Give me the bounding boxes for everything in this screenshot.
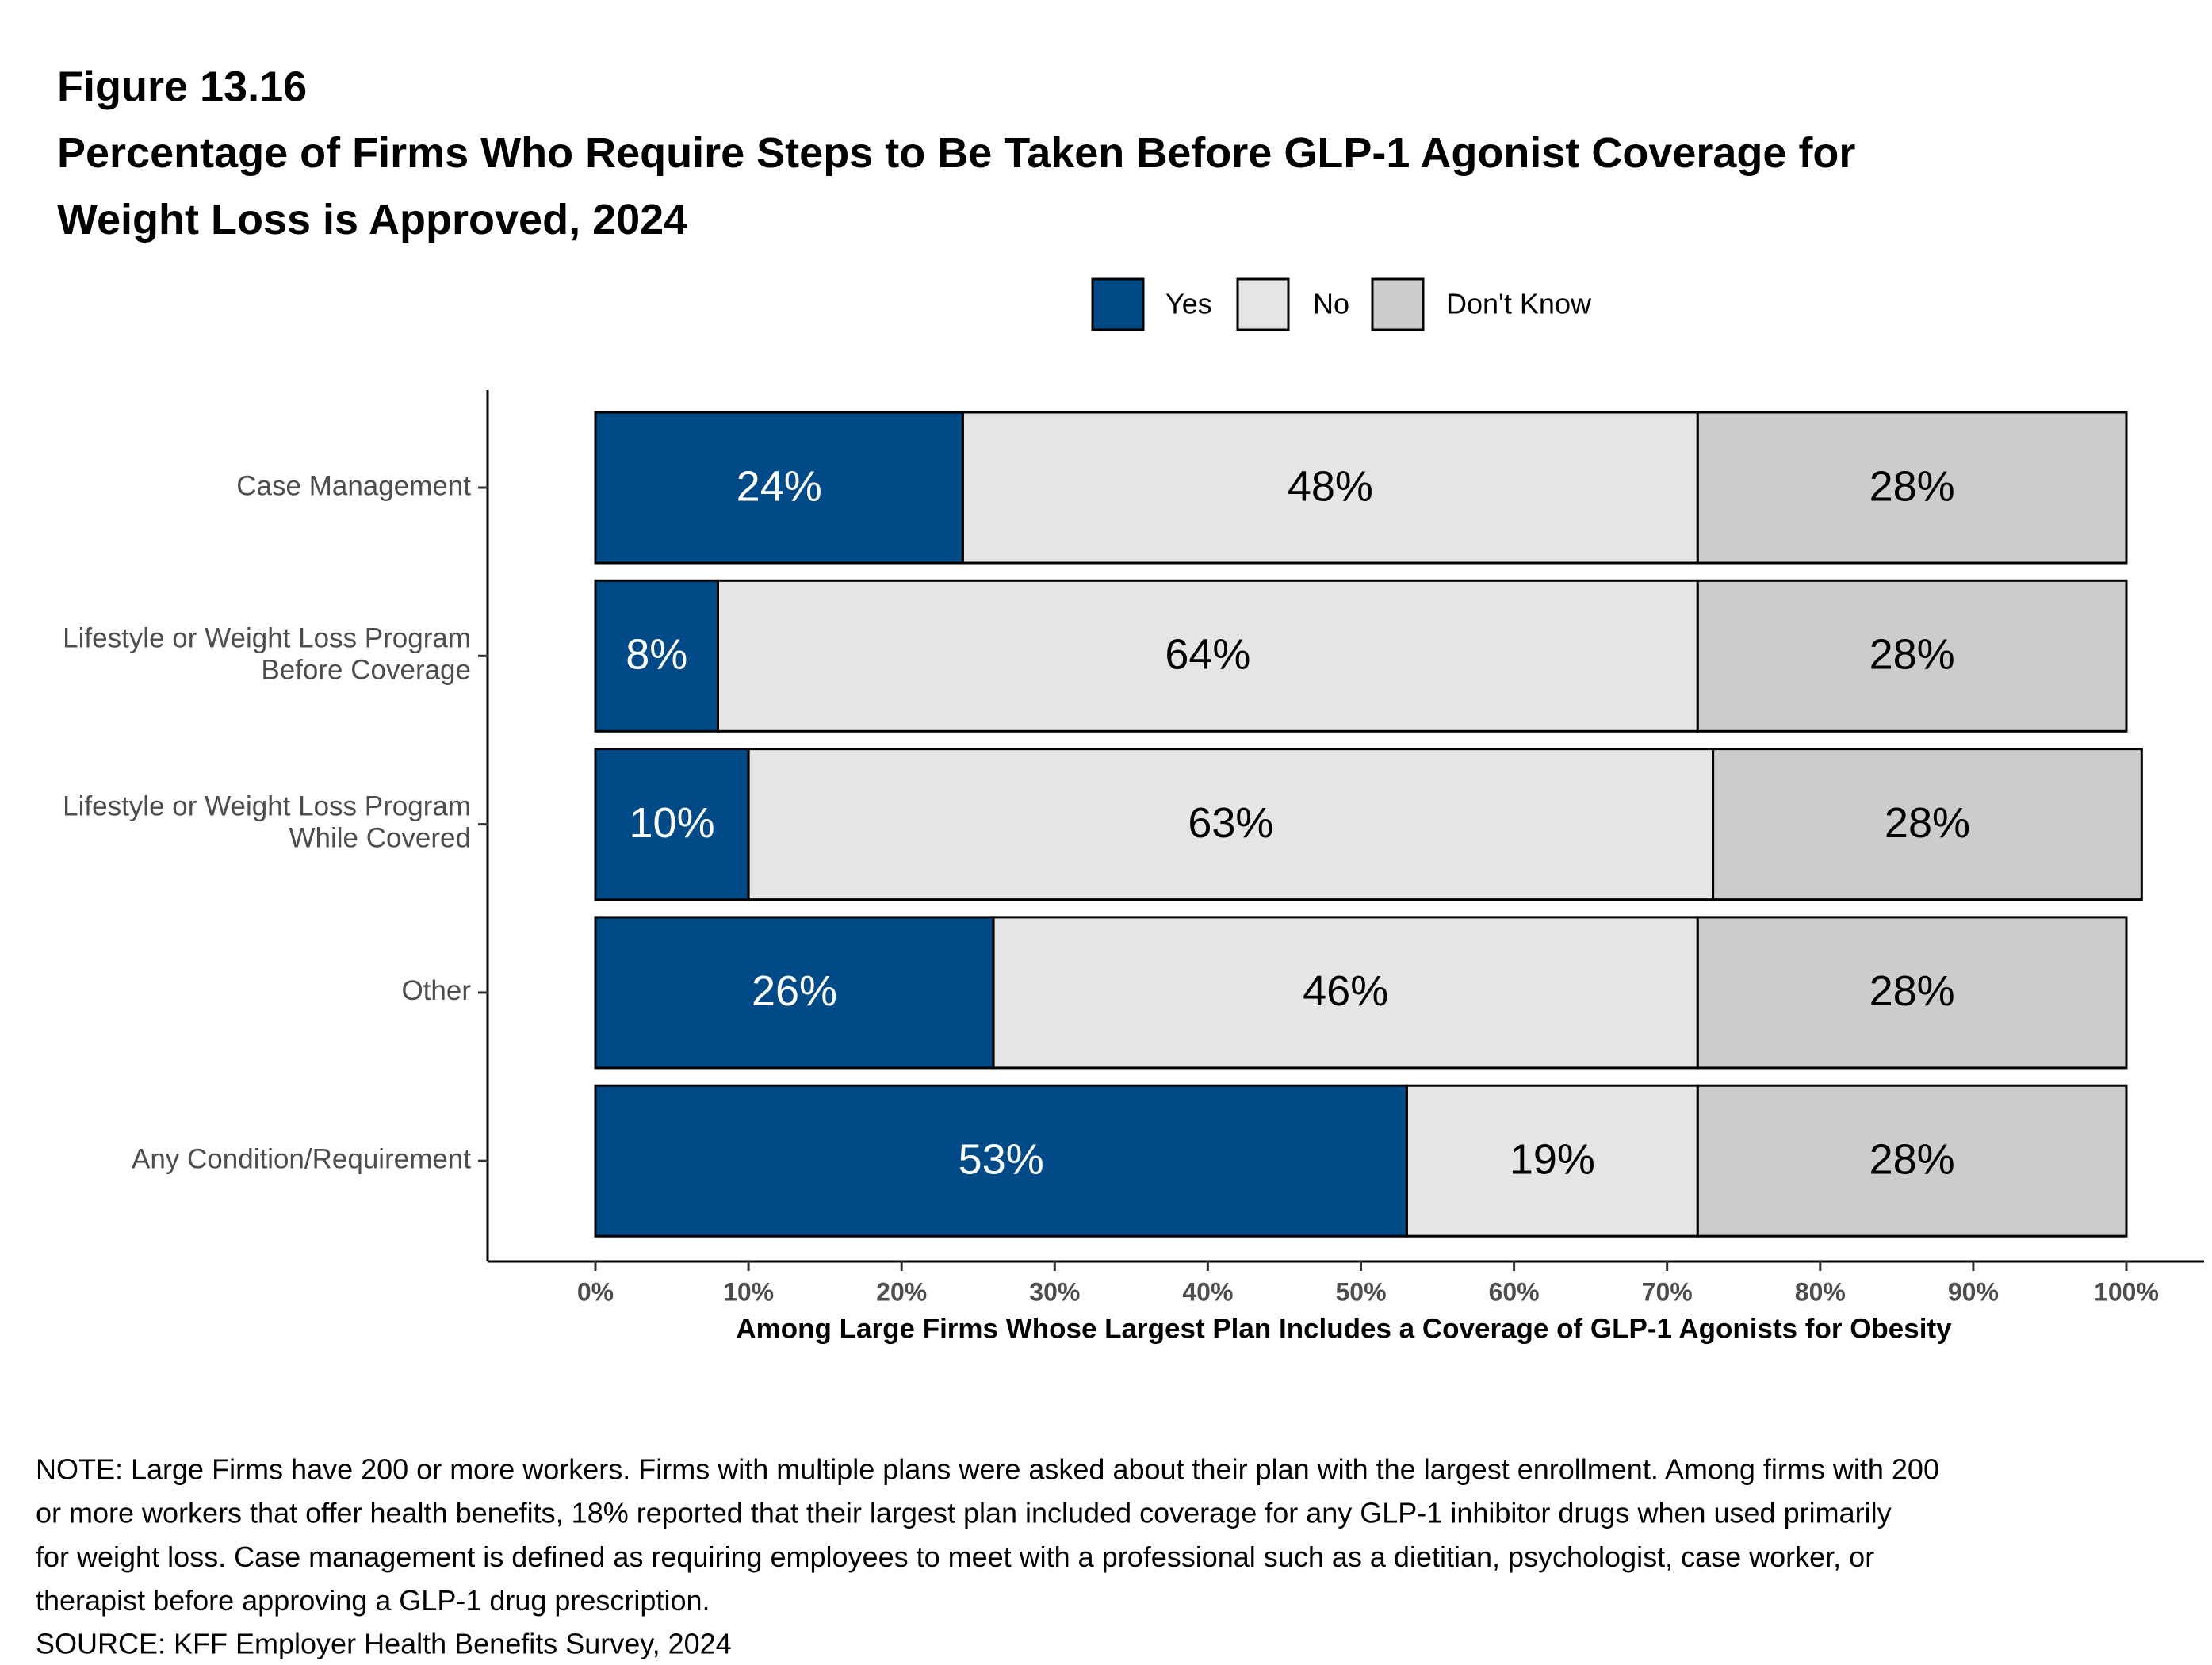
data-label: 8% bbox=[626, 631, 687, 679]
bar-segment bbox=[716, 579, 1699, 733]
x-tick-label: 60% bbox=[1489, 1277, 1540, 1306]
bar-segment bbox=[594, 748, 750, 901]
y-tick-label: Case Management bbox=[236, 470, 471, 501]
x-tick-label: 80% bbox=[1795, 1277, 1846, 1306]
note: for weight loss. Case management is defi… bbox=[36, 1541, 1874, 1573]
data-label: 19% bbox=[1510, 1135, 1595, 1183]
y-tick-label: Any Condition/Requirement bbox=[132, 1143, 471, 1174]
bar-segment bbox=[1696, 411, 2128, 565]
data-label: 28% bbox=[1885, 799, 1970, 847]
y-tick-label: Lifestyle or Weight Loss Program Before C… bbox=[63, 623, 471, 686]
bar-segment bbox=[594, 411, 964, 565]
y-tick-label: Lifestyle or Weight Loss Program While Co… bbox=[63, 791, 471, 854]
data-label: 28% bbox=[1869, 462, 1955, 510]
legend-label: No bbox=[1313, 288, 1349, 320]
bar-segment bbox=[1696, 1084, 2128, 1238]
data-label: 10% bbox=[630, 799, 715, 847]
data-label: 28% bbox=[1869, 1135, 1955, 1183]
chart-title: Percentage of Firms Who Require Steps to… bbox=[57, 129, 1855, 243]
bar-segment bbox=[1712, 748, 2143, 901]
figure-label: Figure 13.16 bbox=[57, 63, 307, 110]
note: therapist before approving a GLP-1 drug … bbox=[36, 1584, 710, 1617]
legend-label: Yes bbox=[1165, 288, 1212, 320]
bar-segment bbox=[1696, 916, 2128, 1070]
data-label: 24% bbox=[737, 462, 822, 510]
bar-segment bbox=[594, 1084, 1408, 1238]
data-label: 48% bbox=[1288, 462, 1373, 510]
bar-segment bbox=[594, 916, 995, 1070]
x-tick-label: 20% bbox=[876, 1277, 927, 1306]
legend-swatch bbox=[1091, 278, 1145, 331]
x-tick-label: 0% bbox=[577, 1277, 614, 1306]
bar-segment bbox=[992, 916, 1699, 1070]
x-tick-label: 10% bbox=[723, 1277, 774, 1306]
data-label: 46% bbox=[1303, 967, 1388, 1015]
x-tick-label: 100% bbox=[2094, 1277, 2159, 1306]
data-label: 28% bbox=[1869, 631, 1955, 679]
x-tick-label: 50% bbox=[1335, 1277, 1386, 1306]
y-tick-label: Other bbox=[401, 975, 471, 1006]
legend-label: Don't Know bbox=[1446, 288, 1592, 320]
legend-swatch bbox=[1236, 278, 1290, 331]
note: NOTE: Large Firms have 200 or more worke… bbox=[36, 1453, 1939, 1486]
bar-segment bbox=[747, 748, 1715, 901]
x-axis-title: Among Large Firms Whose Largest Plan Inc… bbox=[736, 1313, 1952, 1344]
data-label: 28% bbox=[1869, 967, 1955, 1015]
bar-segment bbox=[1405, 1084, 1699, 1238]
x-tick-label: 40% bbox=[1182, 1277, 1233, 1306]
note: or more workers that offer health benefi… bbox=[36, 1497, 1892, 1529]
data-label: 53% bbox=[959, 1135, 1044, 1183]
x-tick-label: 90% bbox=[1948, 1277, 1999, 1306]
x-tick-label: 30% bbox=[1029, 1277, 1080, 1306]
data-label: 64% bbox=[1165, 631, 1250, 679]
data-label: 63% bbox=[1188, 799, 1273, 847]
bar-segment bbox=[594, 579, 719, 733]
bar-segment bbox=[1696, 579, 2128, 733]
source: SOURCE: KFF Employer Health Benefits Sur… bbox=[36, 1628, 732, 1660]
data-label: 26% bbox=[752, 967, 837, 1015]
x-tick-label: 70% bbox=[1642, 1277, 1693, 1306]
legend-swatch bbox=[1371, 278, 1425, 331]
